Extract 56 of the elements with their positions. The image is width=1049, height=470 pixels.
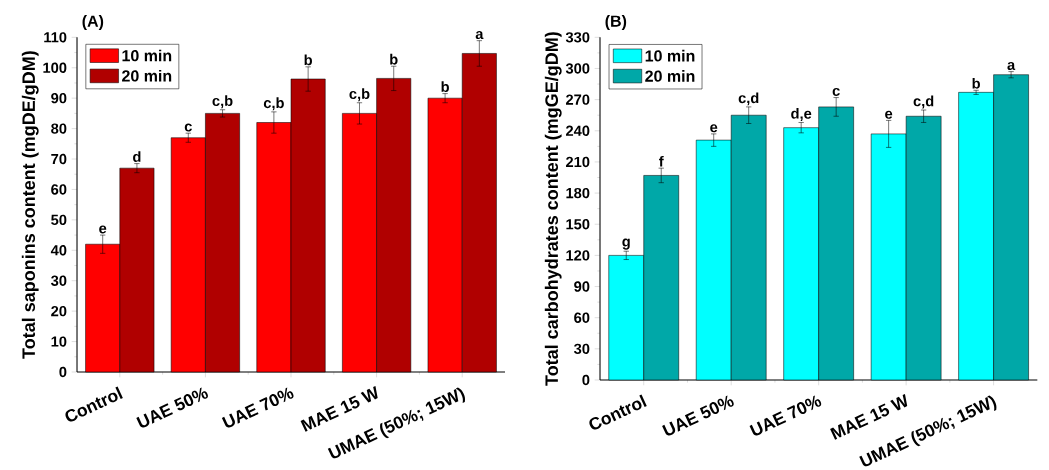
x-tick-label: UAE 70%: [749, 395, 822, 436]
data-label: b: [441, 81, 449, 93]
y-tick-label: 20: [51, 305, 67, 317]
y-tick-label: 180: [566, 187, 590, 199]
y-tick-label: 60: [574, 312, 590, 323]
data-label: c: [184, 123, 192, 132]
data-label: d: [133, 151, 141, 162]
y-tick-label: 90: [574, 281, 590, 292]
x-tick-label: UAE 50%: [136, 387, 208, 428]
data-label: b: [304, 54, 312, 66]
y-tick-label: 0: [582, 374, 590, 386]
data-label: c,b: [263, 97, 284, 111]
x-tick-label: UAE 70%: [221, 387, 294, 428]
y-tick-label: 10: [51, 336, 67, 347]
data-label: a: [1007, 61, 1016, 70]
y-axis-title: Total carbohydrates content (mgGE/gDM): [544, 32, 562, 386]
data-label: e: [710, 124, 718, 133]
data-label: e: [99, 225, 107, 234]
legend-label: 10 min: [645, 49, 695, 62]
data-label: a: [475, 31, 484, 40]
data-label: b: [390, 53, 398, 65]
y-tick-label: 240: [565, 125, 590, 136]
legend-label: 10 min: [122, 49, 172, 62]
y-tick-label: 100: [43, 62, 67, 73]
y-tick-label: 120: [566, 250, 590, 261]
x-tick-label: UAE 50%: [662, 395, 734, 436]
y-tick-label: 70: [51, 153, 67, 165]
y-tick-label: 300: [565, 63, 590, 74]
data-label: d,e: [791, 107, 812, 121]
y-tick-label: 270: [565, 94, 590, 105]
data-label: c,b: [212, 95, 233, 109]
y-tick-label: 110: [44, 32, 67, 43]
y-tick-label: 50: [51, 214, 67, 226]
data-label: c,b: [349, 88, 370, 102]
y-tick-label: 30: [573, 343, 590, 355]
y-tick-label: 210: [565, 156, 590, 168]
y-tick-label: 80: [51, 123, 67, 134]
data-label: c,d: [913, 95, 934, 109]
legend-label: 20 min: [122, 69, 172, 82]
legend-label: 20 min: [645, 70, 695, 82]
data-label: f: [659, 155, 664, 167]
y-tick-label: 330: [565, 32, 590, 43]
y-tick-label: 90: [51, 93, 67, 104]
y-tick-label: 150: [566, 219, 590, 230]
data-label: g: [622, 238, 630, 250]
y-tick-label: 0: [59, 366, 67, 378]
data-label: c: [832, 87, 840, 96]
y-axis-title: Total saponins content (mgDE/gDM): [21, 51, 39, 359]
y-tick-label: 60: [51, 184, 67, 195]
chart-title: (A): [82, 15, 104, 30]
y-tick-label: 40: [50, 245, 67, 256]
data-label: c,d: [738, 92, 759, 106]
chart-title: (B): [605, 15, 627, 30]
y-tick-label: 30: [50, 275, 67, 286]
data-label: e: [885, 110, 893, 119]
data-label: b: [972, 77, 980, 89]
